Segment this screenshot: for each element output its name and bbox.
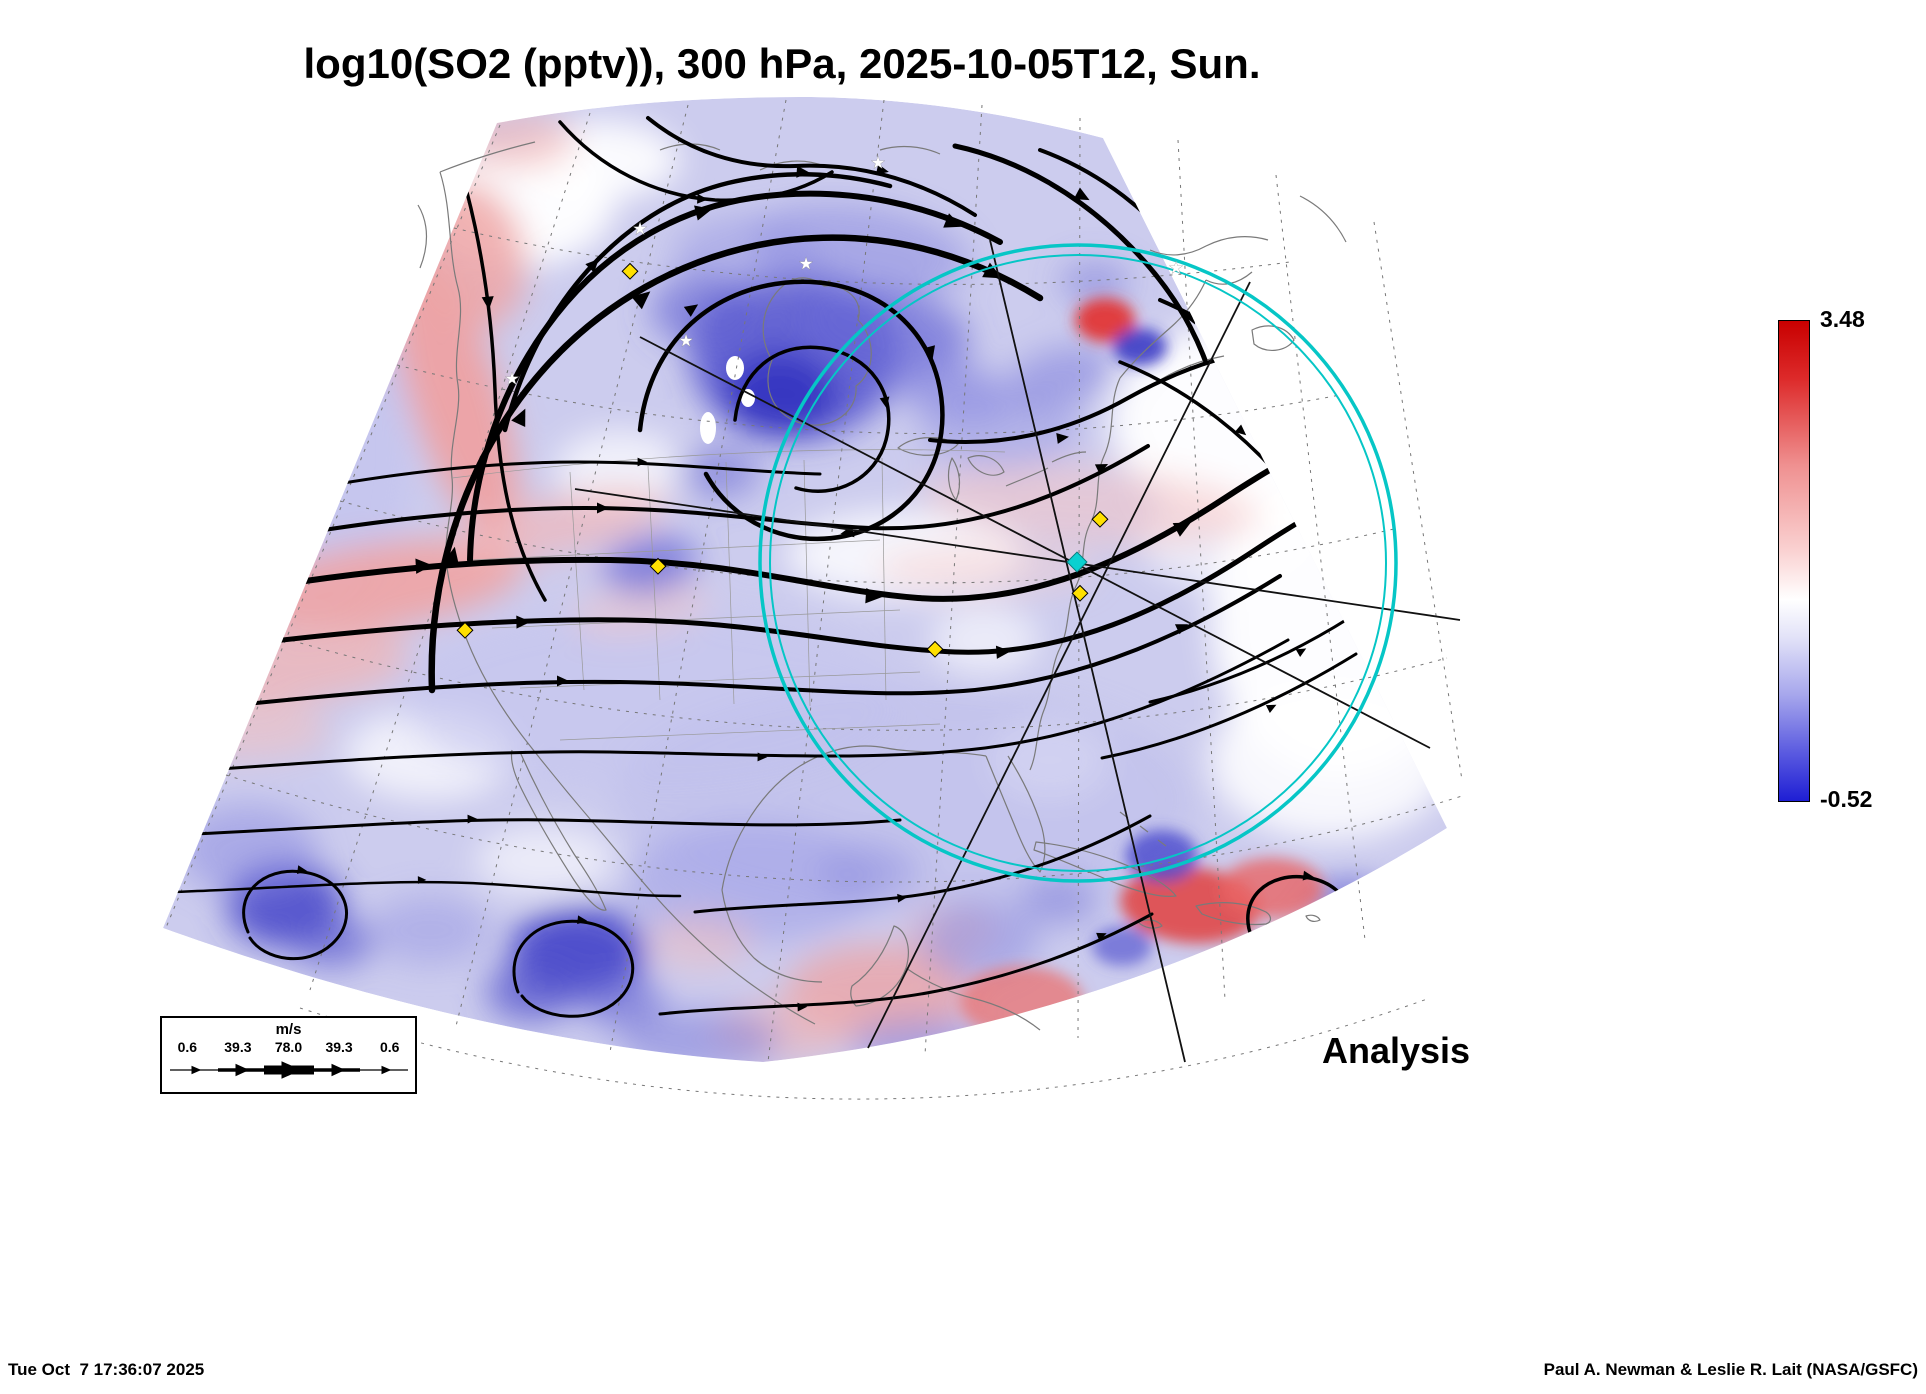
graticule	[164, 99, 1463, 1100]
svg-text:★: ★	[679, 333, 693, 350]
colorbar-min-label: -0.52	[1820, 786, 1873, 812]
wind-tick: 0.6	[379, 1039, 400, 1055]
svg-text:★: ★	[1169, 260, 1183, 277]
range-circle	[758, 243, 1398, 883]
wind-tick: 78.0	[274, 1039, 303, 1055]
wind-speed-legend: m/s 0.6 39.3 78.0 39.3 0.6	[160, 1016, 417, 1094]
colorbar	[1778, 320, 1810, 802]
wind-legend-units: m/s	[275, 1021, 302, 1038]
wind-tick: 39.3	[325, 1039, 353, 1055]
plot-title: log10(SO2 (pptv)), 300 hPa, 2025-10-05T1…	[303, 40, 1261, 87]
svg-text:★: ★	[799, 256, 813, 273]
analysis-label: Analysis	[1322, 1030, 1471, 1071]
station-markers	[456, 262, 1109, 658]
colorbar-max-label: 3.48	[1820, 306, 1865, 332]
state-borders	[451, 449, 1006, 741]
ground-tracks	[574, 239, 1461, 1063]
circle-center-marker	[1066, 551, 1088, 573]
lakes	[700, 356, 755, 444]
svg-text:★: ★	[633, 221, 647, 238]
svg-text:★: ★	[871, 155, 885, 172]
wind-legend-ticks: 0.6 39.3 78.0 39.3 0.6	[162, 1039, 415, 1055]
wind-tick: 39.3	[224, 1039, 252, 1055]
wind-legend-arrow-scale	[170, 1061, 408, 1079]
credit-line: Paul A. Newman & Leslie R. Lait (NASA/GS…	[1543, 1360, 1918, 1379]
svg-text:★: ★	[505, 371, 519, 388]
star-markers: ★ ★ ★ ★ ★ ★	[505, 155, 1184, 389]
creation-timestamp: Tue Oct 7 17:36:07 2025	[8, 1360, 205, 1379]
wind-tick: 0.6	[177, 1039, 198, 1055]
